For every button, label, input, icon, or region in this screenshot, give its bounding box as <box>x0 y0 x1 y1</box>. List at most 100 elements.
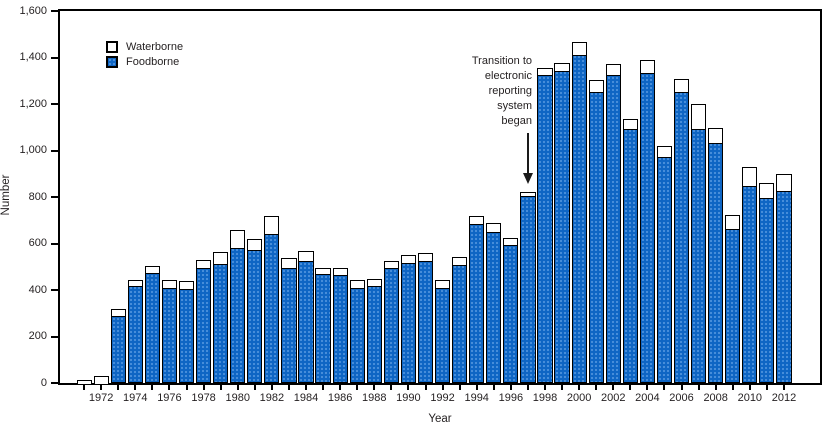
waterborne-segment <box>554 62 570 72</box>
waterborne-segment <box>281 257 297 270</box>
annotation-line: electronic <box>484 70 532 82</box>
y-tick-label: 200 <box>28 330 47 342</box>
x-tick-label: 1978 <box>191 392 216 404</box>
bar-2012 <box>776 174 792 383</box>
annotation-text: Transition to electronic reporting syste… <box>392 54 532 129</box>
waterborne-segment <box>673 78 690 93</box>
waterborne-segment <box>93 376 109 385</box>
x-tick <box>83 385 86 390</box>
x-tick <box>578 385 581 390</box>
bar-1989 <box>383 261 399 383</box>
bar-1978 <box>195 260 212 383</box>
foodborne-segment <box>434 287 451 383</box>
x-tick <box>441 385 444 390</box>
x-tick <box>697 385 700 390</box>
legend-label-waterborne: Waterborne <box>126 40 184 53</box>
x-tick-label: 1980 <box>225 392 250 404</box>
waterborne-segment <box>656 146 673 158</box>
y-tick-label: 0 <box>40 376 47 389</box>
foodborne-segment <box>366 285 382 383</box>
waterborne-segment <box>178 281 195 291</box>
waterborne-segment <box>332 268 348 277</box>
x-tick <box>322 385 325 390</box>
bar-2008 <box>708 127 724 383</box>
x-tick <box>748 385 751 390</box>
x-tick <box>168 385 171 390</box>
waterborne-segment <box>383 261 399 270</box>
x-tick <box>492 385 495 390</box>
y-tick-label: 400 <box>28 283 47 296</box>
y-tick <box>51 103 58 105</box>
x-tick <box>373 385 376 390</box>
waterborne-segment <box>195 260 212 270</box>
x-tick <box>253 385 256 390</box>
foodborne-segment <box>281 267 297 383</box>
waterborne-segment <box>759 183 775 199</box>
foodborne-segment <box>537 74 553 383</box>
foodborne-segment <box>742 185 758 383</box>
legend-item-waterborne: Waterborne <box>106 39 183 54</box>
waterborne-segment <box>144 265 160 275</box>
foodborne-segment <box>759 197 775 383</box>
x-tick <box>287 385 290 390</box>
foodborne-segment <box>691 128 707 383</box>
bar-1993 <box>452 256 468 383</box>
x-tick-label: 1984 <box>293 392 319 404</box>
x-tick-label: 2006 <box>669 392 694 404</box>
bar-1991 <box>417 253 434 383</box>
foodborne-segment <box>776 190 792 383</box>
x-tick <box>219 385 222 390</box>
waterborne-segment <box>161 279 178 290</box>
foodborne-segment <box>298 260 314 383</box>
y-tick <box>51 10 58 12</box>
x-tick <box>339 385 342 390</box>
bar-2003 <box>622 119 638 383</box>
waterborne-segment <box>213 251 229 265</box>
x-tick-label: 2012 <box>771 392 797 404</box>
bar-1983 <box>281 257 297 383</box>
legend-item-foodborne: Foodborne <box>106 54 183 69</box>
x-tick-label: 1990 <box>396 392 421 404</box>
bar-2010 <box>742 167 758 383</box>
foodborne-segment <box>213 263 229 383</box>
bar-2005 <box>656 146 673 383</box>
waterborne-segment <box>691 104 707 130</box>
foodborne-segment <box>708 142 724 383</box>
waterborne-segment <box>110 308 126 318</box>
y-tick-label: 800 <box>28 190 47 203</box>
y-tick <box>51 56 58 59</box>
x-tick <box>731 385 734 390</box>
annotation-line: reporting <box>488 85 532 97</box>
bar-1980 <box>230 229 246 383</box>
annotation-arrow-head-icon <box>523 173 533 184</box>
bar-1976 <box>161 279 178 383</box>
bar-1992 <box>434 279 451 383</box>
foodborne-segment <box>349 287 365 383</box>
x-tick <box>356 385 359 390</box>
y-tick <box>51 335 58 338</box>
x-tick-label: 1988 <box>362 392 387 404</box>
bar-1971 <box>76 379 92 385</box>
waterborne-segment <box>247 239 263 251</box>
x-tick <box>509 385 512 390</box>
x-tick <box>424 385 427 390</box>
waterborne-segment <box>708 127 724 144</box>
bar-1985 <box>315 268 331 383</box>
x-tick-label: 2008 <box>703 392 728 404</box>
foodborne-segment <box>400 262 417 383</box>
x-tick-label: 1996 <box>498 392 524 404</box>
waterborne-segment <box>264 215 280 235</box>
x-tick-label: 1998 <box>532 392 558 404</box>
x-tick <box>680 385 683 390</box>
x-tick <box>185 385 188 390</box>
foodborne-segment <box>554 70 570 383</box>
bar-1987 <box>349 279 365 383</box>
x-tick-label: 2004 <box>635 392 660 404</box>
foodborne-segment <box>264 233 280 383</box>
waterborne-segment <box>520 191 536 198</box>
waterborne-segment <box>366 278 382 287</box>
foodborne-segment <box>656 156 673 383</box>
y-tick-label: 1,200 <box>19 97 47 110</box>
y-tick <box>51 242 58 245</box>
